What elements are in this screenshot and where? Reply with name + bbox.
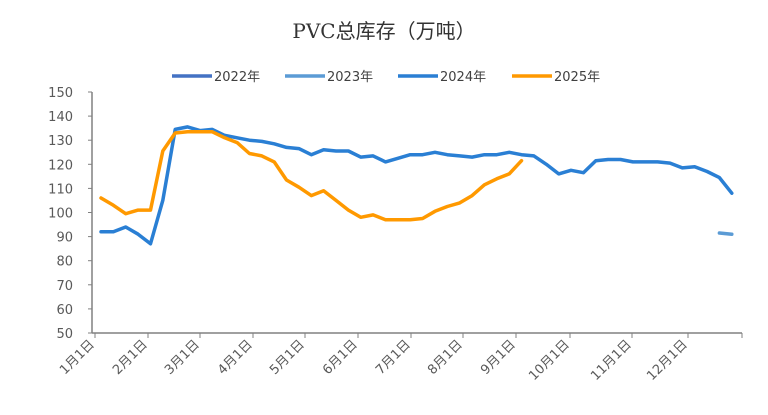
legend-label: 2025年: [554, 70, 600, 85]
x-tick-label: 9月1日: [478, 337, 519, 378]
y-tick-label: 90: [56, 231, 73, 246]
x-tick-label: 3月1日: [162, 337, 203, 378]
x-tick-label: 4月1日: [215, 337, 256, 378]
chart-title: PVC总库存（万吨）: [292, 19, 475, 43]
y-tick-label: 60: [56, 303, 73, 318]
series-lines: [99, 125, 734, 246]
y-tick-label: 140: [48, 110, 73, 125]
x-tick-label: 6月1日: [320, 337, 361, 378]
x-tick-label: 5月1日: [267, 337, 308, 378]
y-tick-label: 130: [48, 134, 73, 149]
series-line-2024: [99, 125, 734, 246]
y-tick-label: 110: [48, 182, 73, 197]
x-tick-label: 2月1日: [110, 337, 151, 378]
x-tick-label: 11月1日: [588, 337, 635, 384]
series-line-2025: [99, 130, 524, 222]
x-tick-label: 12月1日: [644, 337, 691, 384]
legend-label: 2022年: [214, 70, 260, 85]
legend-label: 2023年: [327, 70, 373, 85]
legend: 2022年 2023年 2024年 2025年: [172, 70, 600, 85]
y-tick-label: 100: [48, 207, 73, 222]
y-tick-label: 70: [56, 279, 73, 294]
x-tick-label: 7月1日: [373, 337, 414, 378]
x-tick-label: 8月1日: [425, 337, 466, 378]
y-tick-label: 150: [48, 86, 73, 101]
x-tick-label: 10月1日: [526, 337, 573, 384]
x-tick-label: 1月1日: [57, 337, 98, 378]
legend-label: 2024年: [440, 70, 486, 85]
y-tick-label: 50: [56, 327, 73, 342]
y-tick-label: 80: [56, 255, 73, 270]
y-tick-label: 120: [48, 158, 73, 173]
series-line-2023: [717, 231, 734, 236]
